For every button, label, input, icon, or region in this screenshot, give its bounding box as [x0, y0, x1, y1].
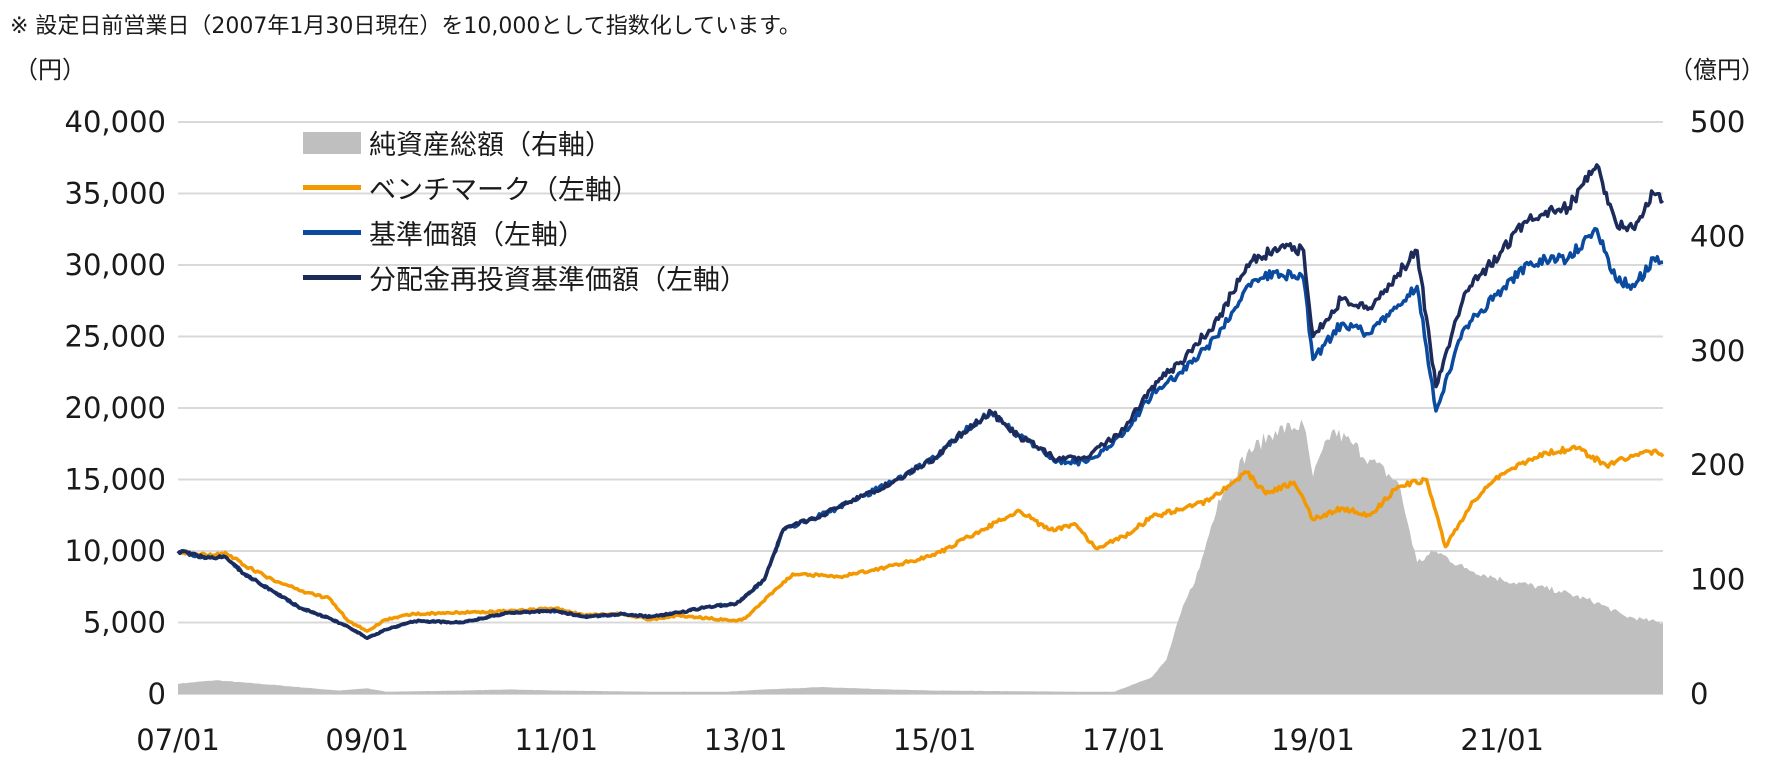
legend-swatch-nav — [303, 230, 361, 235]
left-tick-label-8: 40,000 — [65, 105, 166, 139]
legend-item-nav: 基準価額（左軸） — [303, 210, 747, 255]
left-tick-label-1: 5,000 — [83, 606, 166, 640]
left-axis-unit: （円） — [14, 56, 86, 84]
left-tick-label-3: 15,000 — [65, 463, 166, 497]
legend-label-reinvested: 分配金再投資基準価額（左軸） — [369, 265, 747, 296]
legend-item-aum: 純資産総額（右軸） — [303, 120, 747, 165]
right-tick-label-4: 400 — [1690, 219, 1745, 253]
x-tick-label-4: 15/01 — [893, 723, 977, 757]
right-axis-unit: （億円） — [1669, 56, 1765, 84]
x-tick-label-7: 21/01 — [1460, 723, 1544, 757]
right-tick-label-5: 500 — [1690, 105, 1745, 139]
x-tick-label-5: 17/01 — [1082, 723, 1166, 757]
line-layer — [176, 163, 1665, 640]
legend-label-aum: 純資産総額（右軸） — [369, 130, 612, 161]
legend-label-nav: 基準価額（左軸） — [369, 220, 585, 251]
area-layer — [178, 419, 1663, 694]
x-tick-label-3: 13/01 — [704, 723, 788, 757]
aum-area — [178, 419, 1663, 694]
left-tick-label-5: 25,000 — [65, 320, 166, 354]
benchmark-line — [176, 444, 1665, 633]
left-tick-label-7: 35,000 — [65, 177, 166, 211]
legend-swatch-aum — [303, 131, 361, 154]
x-tick-label-0: 07/01 — [136, 723, 220, 757]
chart-note: ※ 設定日前営業日（2007年1月30日現在）を10,000として指数化していま… — [10, 14, 801, 39]
x-tick-label-2: 11/01 — [515, 723, 599, 757]
right-tick-label-1: 100 — [1690, 563, 1745, 597]
left-tick-label-4: 20,000 — [65, 391, 166, 425]
right-tick-label-0: 0 — [1690, 677, 1708, 711]
right-tick-label-3: 300 — [1690, 334, 1745, 368]
tick-layer: 0 5,000 10,000 15,000 20,000 25,000 30,000 35,0… — [65, 105, 1746, 757]
legend-item-benchmark: ベンチマーク（左軸） — [303, 165, 747, 210]
chart-legend: 純資産総額（右軸） ベンチマーク（左軸） 基準価額（左軸） 分配金再投資基準価額… — [303, 120, 747, 300]
legend-item-reinvested: 分配金再投資基準価額（左軸） — [303, 255, 747, 300]
x-tick-label-1: 09/01 — [325, 723, 409, 757]
x-tick-label-6: 19/01 — [1271, 723, 1355, 757]
legend-label-benchmark: ベンチマーク（左軸） — [369, 175, 639, 206]
left-tick-label-6: 30,000 — [65, 248, 166, 282]
legend-swatch-reinvested — [303, 275, 361, 280]
legend-swatch-benchmark — [303, 185, 361, 190]
left-tick-label-2: 10,000 — [65, 534, 166, 568]
right-tick-label-2: 200 — [1690, 448, 1745, 482]
left-tick-label-0: 0 — [148, 677, 166, 711]
reinvested-nav-line — [176, 163, 1665, 640]
